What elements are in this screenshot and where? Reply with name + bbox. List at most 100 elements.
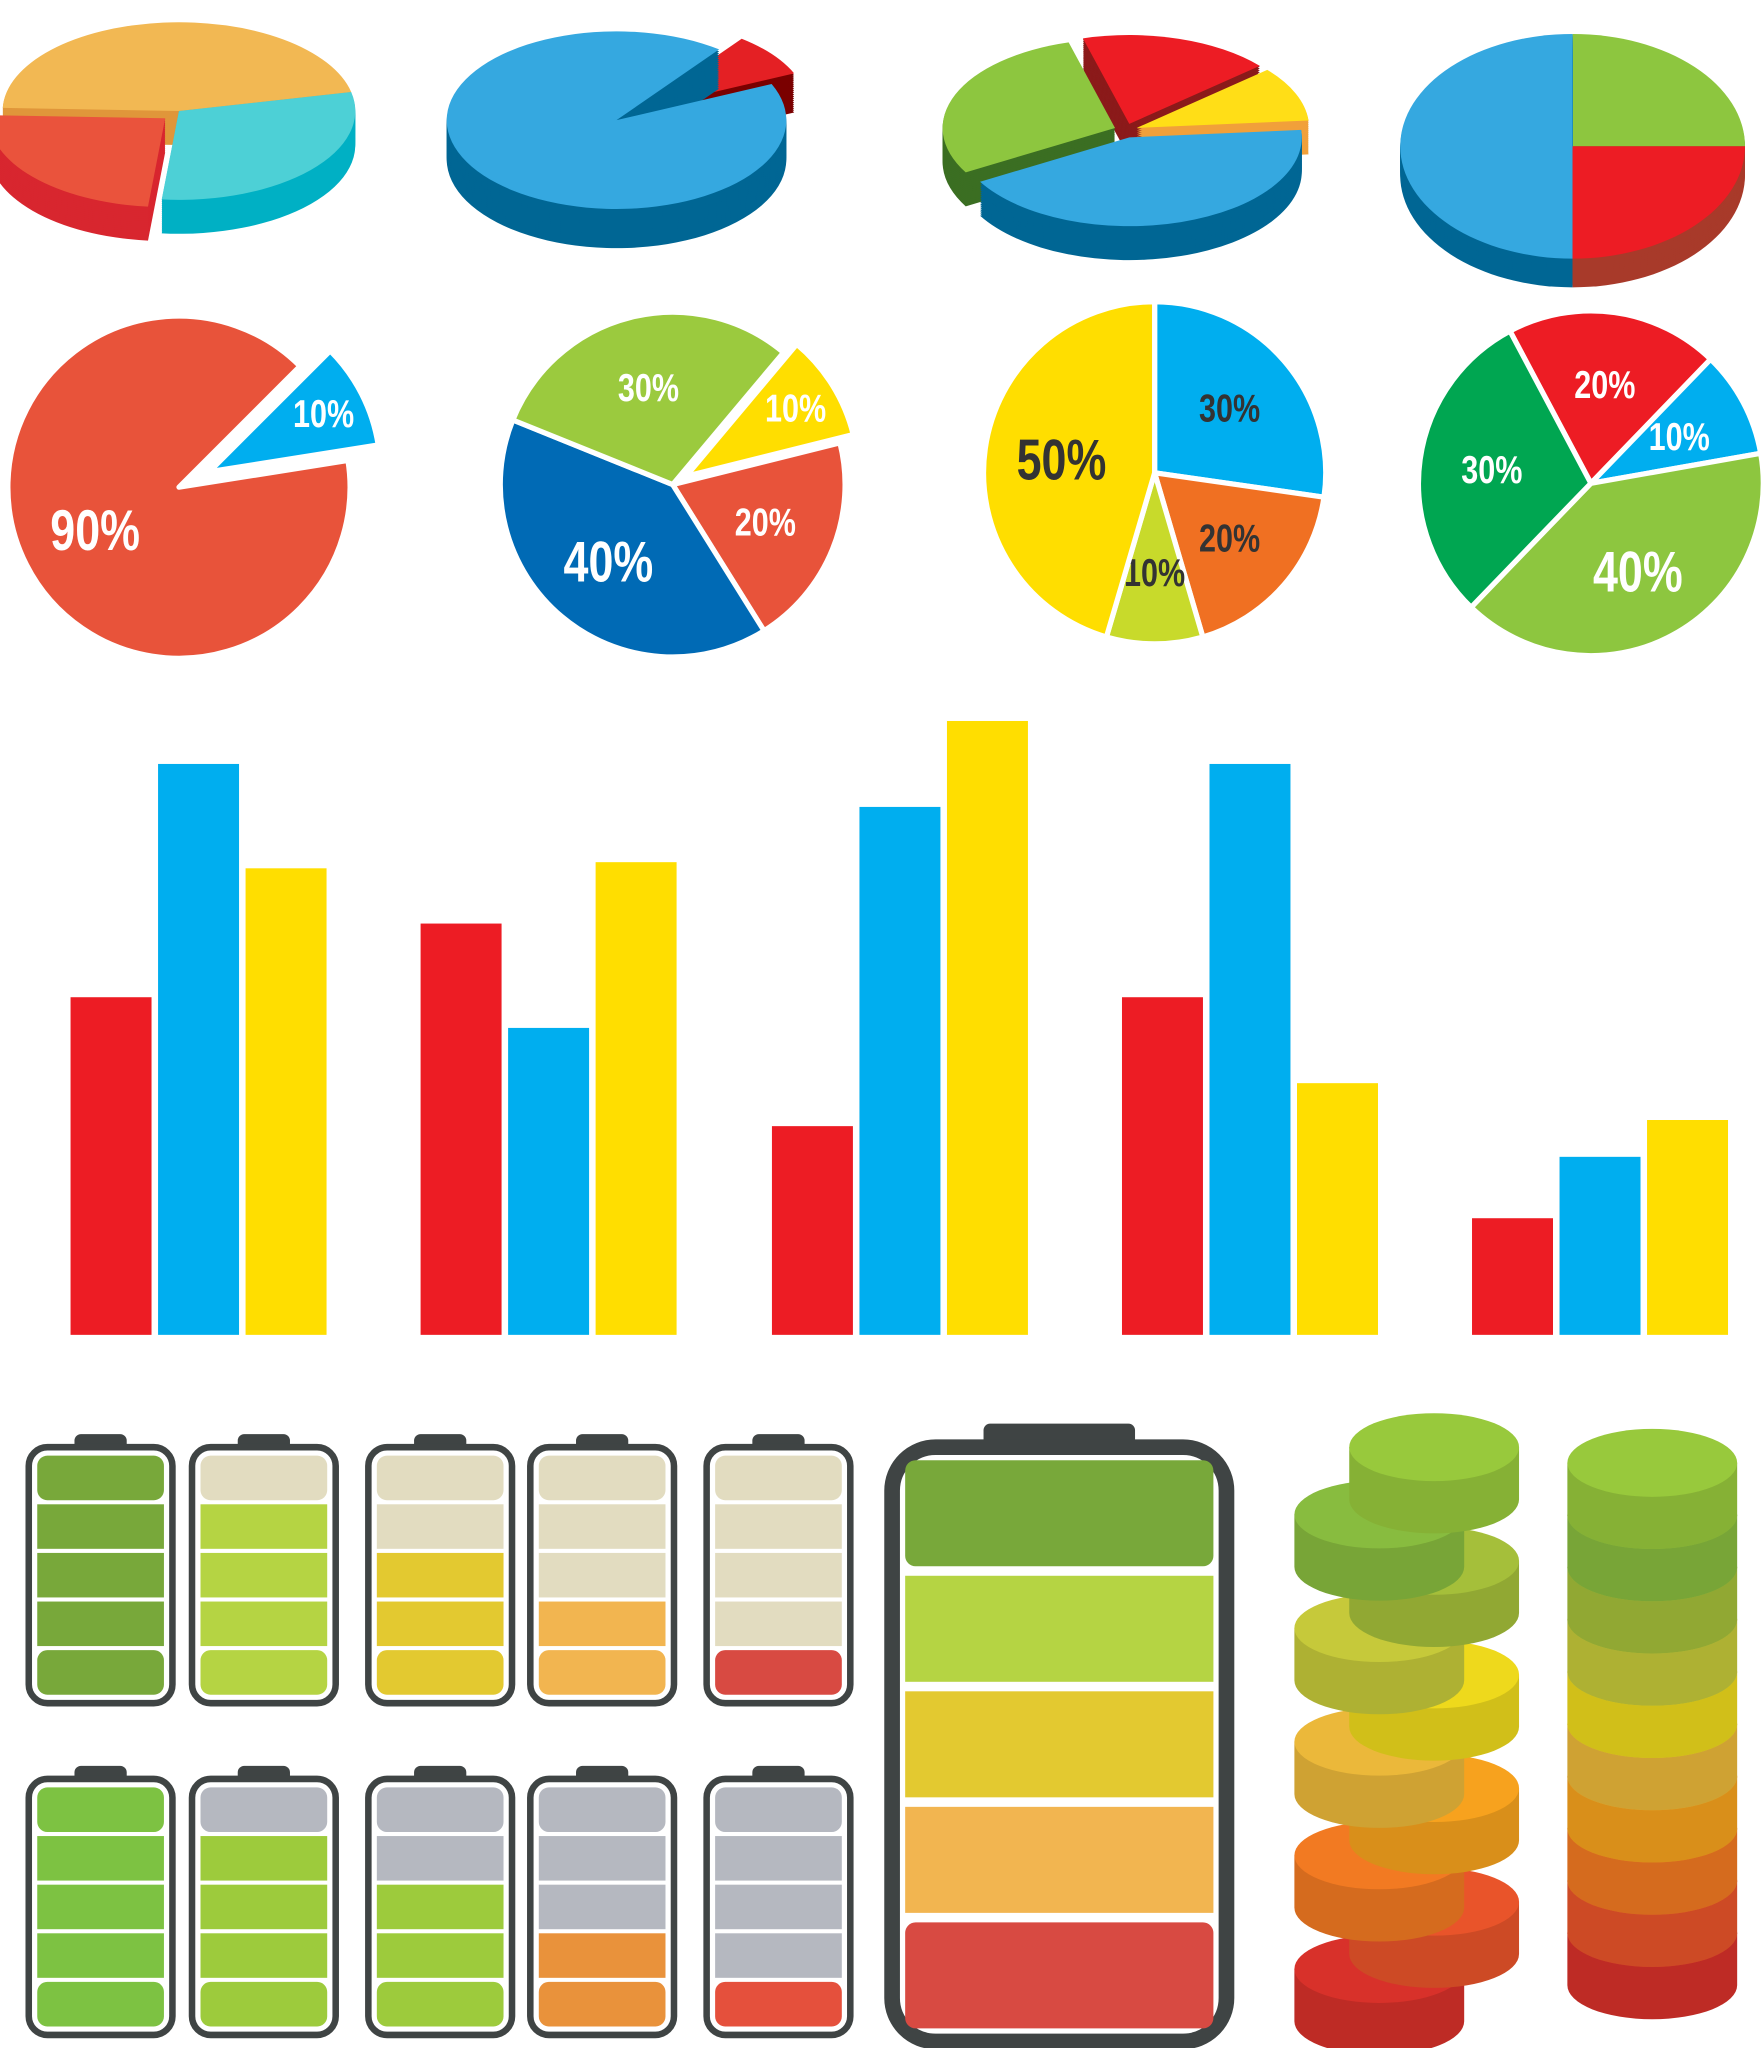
battery-segment — [905, 1575, 1214, 1682]
bar-chart — [70, 720, 1729, 1335]
coin-top — [1349, 1413, 1520, 1482]
pie-slice-label: 30% — [618, 367, 679, 410]
battery-segment — [200, 1884, 328, 1930]
pie-slice — [1136, 69, 1309, 128]
pie-charts-3d — [0, 22, 1745, 288]
battery-segment — [715, 1552, 842, 1598]
battery-icon — [703, 1765, 854, 2039]
battery-segment — [538, 1455, 666, 1501]
battery-segment — [905, 1691, 1214, 1798]
bar-group — [771, 720, 1028, 1335]
battery-segment — [376, 1504, 504, 1549]
battery-segment — [538, 1933, 666, 1978]
coin-top — [1567, 1428, 1738, 1497]
coin — [1567, 1428, 1738, 1550]
battery-segment — [538, 1504, 666, 1549]
battery-segment — [37, 1787, 164, 1832]
battery-segment — [37, 1601, 164, 1647]
battery-segment — [715, 1981, 842, 2027]
pie-slice — [1152, 470, 1327, 640]
pie-slice-label: 20% — [735, 501, 796, 544]
pie-slice — [510, 309, 787, 488]
pie-slice-label: 30% — [1461, 448, 1522, 491]
pie-slice — [980, 299, 1158, 640]
pie-slice-label: 40% — [564, 529, 654, 594]
pie-slice — [1415, 328, 1594, 610]
pie-slice-label: 20% — [1199, 517, 1260, 560]
battery-segment — [376, 1601, 504, 1647]
pie-slice — [1152, 299, 1329, 500]
bar — [508, 1027, 590, 1335]
pie-slice-label: 20% — [1574, 363, 1635, 406]
battery-segment — [905, 1922, 1214, 2029]
pie-chart: 20% 10% 40% 30% — [1415, 308, 1762, 659]
battery-segment — [37, 1933, 164, 1978]
pie-slice — [980, 129, 1302, 227]
battery-icon — [365, 1434, 516, 1707]
pie-chart: 10% 20% 40% 30% — [497, 309, 856, 660]
pie-slice-label: 30% — [1199, 387, 1260, 430]
battery-segment — [200, 1650, 328, 1695]
battery-segment — [200, 1787, 328, 1832]
battery-segment — [376, 1836, 504, 1881]
pie-slice — [497, 417, 767, 660]
bar — [595, 862, 677, 1335]
pie-chart: 30% 20% 10% 50% — [980, 299, 1329, 647]
battery-segment — [200, 1504, 328, 1549]
battery-segment — [538, 1601, 666, 1647]
coin — [1349, 1413, 1520, 1534]
pie-slice — [1468, 450, 1762, 659]
battery-icon — [188, 1765, 339, 2039]
pie-slice-label: 40% — [1593, 539, 1683, 604]
pie-slice — [670, 440, 848, 634]
battery-segment — [538, 1981, 666, 2027]
bar — [1472, 1218, 1553, 1335]
battery-segment — [376, 1933, 504, 1978]
pie-chart-3d — [0, 22, 356, 241]
large-battery-icon — [884, 1423, 1235, 2048]
pie-slice — [206, 348, 381, 475]
battery-segment — [715, 1455, 842, 1501]
bar — [158, 763, 240, 1335]
battery-icon — [365, 1765, 516, 2039]
bar — [420, 923, 502, 1335]
pie-slice — [446, 31, 787, 209]
battery-segment — [37, 1981, 164, 2027]
battery-segment — [715, 1787, 842, 1832]
bar-group — [70, 763, 327, 1335]
pie-slice — [2, 22, 352, 112]
battery-segment — [37, 1884, 164, 1930]
pie-slice — [0, 115, 166, 207]
battery-segment — [538, 1552, 666, 1598]
battery-segment — [538, 1787, 666, 1832]
battery-segment — [376, 1884, 504, 1930]
battery-segment — [538, 1836, 666, 1881]
bar-group — [1121, 763, 1378, 1335]
pie-charts-flat: 10% 90% 10% 20% 40% 30% 30% 20% 10% 50% 20% 10% 40% 3… — [5, 299, 1762, 661]
battery-icon — [527, 1434, 678, 1707]
pie-slice — [683, 341, 856, 479]
battery-segment — [715, 1836, 842, 1881]
pie-slice — [942, 42, 1116, 173]
pie-slice — [1507, 308, 1714, 486]
battery-segment — [376, 1552, 504, 1598]
battery-segment — [37, 1504, 164, 1549]
pie-chart: 10% 90% — [5, 313, 381, 661]
battery-icon — [703, 1434, 854, 1707]
battery-segment — [37, 1552, 164, 1598]
battery-segment — [905, 1806, 1214, 1913]
battery-icon — [25, 1765, 176, 2039]
battery-icon — [188, 1434, 339, 1707]
bar — [70, 997, 152, 1335]
pie-chart-3d — [942, 35, 1309, 261]
bar — [1559, 1156, 1641, 1335]
bar — [1209, 763, 1291, 1335]
battery-icons — [25, 1423, 1235, 2048]
pie-slice — [1082, 35, 1260, 124]
battery-segment — [376, 1650, 504, 1695]
pie-chart-3d — [1400, 33, 1745, 288]
pie-slice-label: 90% — [50, 498, 140, 563]
bar — [1297, 1083, 1378, 1335]
battery-segment — [905, 1460, 1214, 1567]
